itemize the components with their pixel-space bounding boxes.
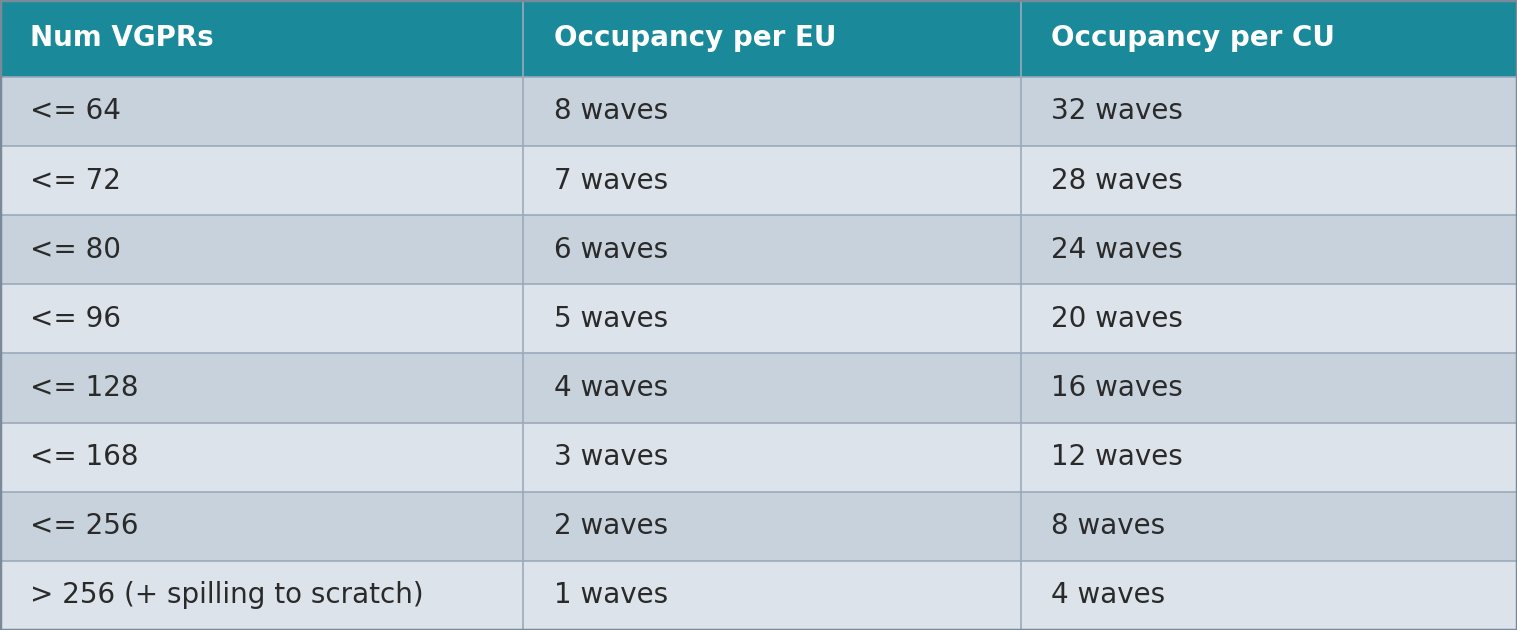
Text: 4 waves: 4 waves (554, 374, 667, 402)
Bar (1021, 284, 1517, 353)
Bar (523, 215, 1021, 284)
Text: <= 256: <= 256 (30, 512, 140, 541)
Bar (1021, 561, 1517, 630)
Bar (1021, 491, 1517, 561)
Bar (523, 353, 1021, 423)
Text: 28 waves: 28 waves (1051, 166, 1183, 195)
Text: Occupancy per CU: Occupancy per CU (1051, 25, 1335, 52)
Bar (0, 561, 523, 630)
Bar (1021, 215, 1517, 284)
Text: <= 64: <= 64 (30, 98, 121, 125)
Text: 1 waves: 1 waves (554, 581, 667, 609)
Text: 6 waves: 6 waves (554, 236, 667, 264)
Bar (523, 0, 1021, 77)
Bar (0, 0, 523, 77)
Text: Num VGPRs: Num VGPRs (30, 25, 214, 52)
Bar (0, 215, 523, 284)
Bar (1021, 146, 1517, 215)
Text: 16 waves: 16 waves (1051, 374, 1183, 402)
Text: 4 waves: 4 waves (1051, 581, 1165, 609)
Bar (523, 146, 1021, 215)
Text: 8 waves: 8 waves (1051, 512, 1165, 541)
Bar (523, 77, 1021, 146)
Text: Occupancy per EU: Occupancy per EU (554, 25, 836, 52)
Text: 7 waves: 7 waves (554, 166, 667, 195)
Text: <= 128: <= 128 (30, 374, 140, 402)
Bar (0, 423, 523, 491)
Bar (523, 423, 1021, 491)
Bar (0, 491, 523, 561)
Text: 3 waves: 3 waves (554, 443, 667, 471)
Bar (523, 491, 1021, 561)
Text: <= 96: <= 96 (30, 305, 121, 333)
Text: 20 waves: 20 waves (1051, 305, 1183, 333)
Bar (1021, 353, 1517, 423)
Text: <= 168: <= 168 (30, 443, 140, 471)
Bar (1021, 77, 1517, 146)
Text: 12 waves: 12 waves (1051, 443, 1183, 471)
Bar (0, 353, 523, 423)
Bar (0, 284, 523, 353)
Bar (0, 146, 523, 215)
Bar (523, 561, 1021, 630)
Bar (1021, 0, 1517, 77)
Text: 32 waves: 32 waves (1051, 98, 1183, 125)
Bar (523, 284, 1021, 353)
Text: 5 waves: 5 waves (554, 305, 667, 333)
Text: <= 72: <= 72 (30, 166, 121, 195)
Text: 2 waves: 2 waves (554, 512, 667, 541)
Bar (1021, 423, 1517, 491)
Text: 8 waves: 8 waves (554, 98, 667, 125)
Text: 24 waves: 24 waves (1051, 236, 1183, 264)
Text: <= 80: <= 80 (30, 236, 121, 264)
Text: > 256 (+ spilling to scratch): > 256 (+ spilling to scratch) (30, 581, 423, 609)
Bar (0, 77, 523, 146)
